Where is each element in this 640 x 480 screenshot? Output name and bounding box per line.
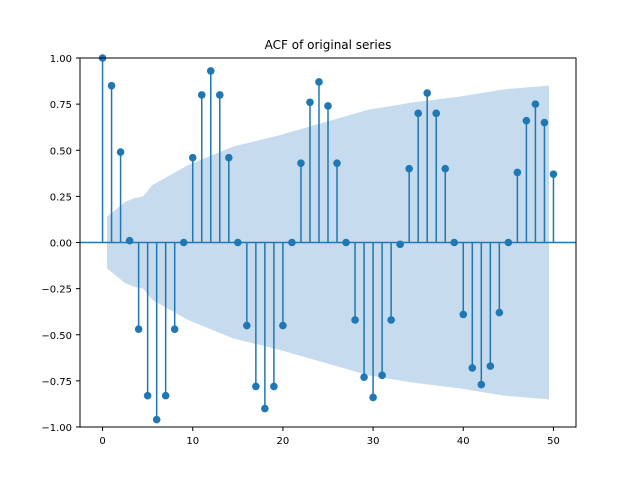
y-tick-label: −0.25: [41, 285, 72, 296]
acf-point: [125, 236, 134, 245]
acf-point: [396, 240, 404, 249]
x-tick-label: 50: [547, 436, 560, 447]
acf-point: [261, 404, 269, 413]
x-tick-label: 20: [277, 436, 290, 447]
acf-point: [234, 238, 242, 247]
acf-point: [441, 164, 450, 173]
chart-title: ACF of original series: [265, 38, 392, 52]
acf-point: [450, 238, 459, 247]
acf-point: [315, 78, 323, 86]
acf-point: [215, 91, 224, 99]
y-tick-label: 0.75: [50, 100, 72, 111]
acf-point: [288, 238, 296, 247]
acf-point: [378, 371, 386, 380]
acf-point: [504, 238, 513, 247]
acf-point: [306, 98, 314, 107]
acf-point: [324, 102, 332, 110]
acf-point: [387, 316, 395, 324]
plot-area: 0 10 20 30 40 50 −1.00 −0.75 −0.50 −0.25 0.00 0.25 0…: [41, 54, 577, 447]
acf-point: [161, 391, 170, 400]
acf-point: [270, 382, 278, 391]
acf-point: [342, 238, 350, 247]
acf-point: [243, 321, 251, 330]
acf-point: [279, 321, 287, 330]
acf-point: [522, 116, 531, 125]
acf-point: [107, 81, 116, 90]
x-tick-label: 0: [99, 436, 105, 447]
acf-point: [459, 310, 468, 319]
y-tick-label: −0.50: [41, 331, 72, 342]
acf-point: [134, 325, 143, 334]
acf-point: [369, 393, 377, 402]
x-tick-label: 40: [457, 436, 470, 447]
acf-point: [351, 316, 359, 324]
acf-point: [531, 100, 540, 108]
acf-point: [405, 164, 413, 173]
acf-point: [143, 391, 152, 400]
acf-point: [495, 308, 504, 317]
acf-point: [225, 153, 233, 162]
acf-point: [179, 238, 188, 247]
y-tick-label: 1.00: [50, 54, 72, 65]
acf-point: [152, 415, 161, 424]
acf-point: [360, 373, 368, 381]
acf-point: [188, 153, 197, 162]
acf-point: [197, 91, 206, 99]
acf-point: [414, 109, 422, 118]
x-tick-label: 10: [186, 436, 199, 447]
acf-point: [540, 118, 549, 127]
y-tick-label: −1.00: [41, 423, 72, 434]
acf-point: [252, 382, 260, 391]
acf-point: [423, 89, 432, 97]
y-tick-label: 0.50: [50, 146, 72, 157]
acf-point: [513, 168, 522, 177]
acf-point: [297, 159, 305, 167]
y-tick-label: 0.25: [50, 192, 72, 203]
acf-point: [206, 67, 215, 75]
acf-point: [477, 380, 486, 389]
y-tick-label: 0.00: [50, 239, 72, 250]
acf-point: [333, 159, 341, 167]
acf-point: [468, 364, 477, 372]
acf-point: [170, 325, 179, 334]
acf-point: [116, 148, 125, 156]
acf-point: [432, 109, 441, 118]
y-tick-label: −0.75: [41, 377, 72, 388]
x-tick-label: 30: [367, 436, 380, 447]
acf-point: [549, 170, 558, 179]
acf-point: [486, 362, 495, 370]
